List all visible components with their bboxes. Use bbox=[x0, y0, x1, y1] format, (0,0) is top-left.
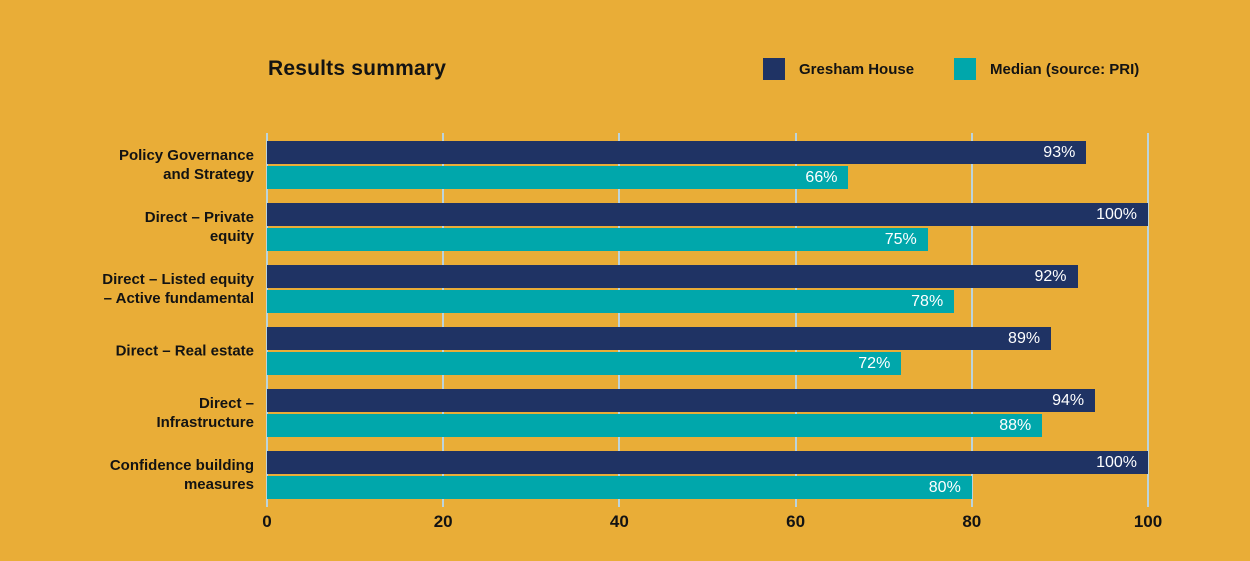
bar-groups: Policy Governance and Strategy 93% 66% Dire… bbox=[102, 141, 1148, 513]
legend-swatch-median bbox=[954, 58, 977, 80]
bar-group-direct-infrastructure: Direct – Infrastructure 94% 88% bbox=[156, 389, 1148, 437]
bar-median-source-pri-direct-infrastructure: 88% bbox=[267, 414, 1043, 437]
bar-median-source-pri-direct-private-equity: 75% bbox=[267, 228, 928, 251]
category-label-direct-real-estate: Direct – Real estate bbox=[115, 342, 254, 360]
bar-gresham-house-direct-real-estate: 89% bbox=[267, 327, 1052, 350]
legend-label-gresham-house: Gresham House bbox=[799, 60, 915, 78]
bar-median-source-pri-direct-listed-equity-active-fundamental: 78% bbox=[267, 290, 955, 313]
bar-group-direct-real-estate: Direct – Real estate 89% 72% bbox=[116, 327, 1148, 375]
legend-item-median: Median (source: PRI) bbox=[954, 58, 1139, 80]
legend-label-median: Median (source: PRI) bbox=[990, 60, 1140, 78]
gridline-x-0 bbox=[266, 133, 268, 507]
category-label-direct-listed-equity-active-fundamental: Direct – Listed equity – Active fundamen… bbox=[102, 271, 254, 307]
category-label-confidence-building-measures: Confidence building measures bbox=[109, 457, 254, 493]
bar-value-label: 100% bbox=[1096, 454, 1137, 471]
legend-item-gresham-house: Gresham House bbox=[763, 58, 914, 80]
bar-value-label: 78% bbox=[911, 293, 944, 310]
bar-value-label: 80% bbox=[928, 479, 961, 496]
bar-gresham-house-policy-governance-and-strategy: 93% bbox=[267, 141, 1087, 164]
bar-value-label: 66% bbox=[805, 169, 838, 186]
category-label-direct-infrastructure: Direct – Infrastructure bbox=[156, 395, 254, 431]
bar-value-label: 89% bbox=[1008, 330, 1041, 347]
bar-gresham-house-direct-infrastructure: 94% bbox=[267, 389, 1096, 412]
bar-value-label: 92% bbox=[1034, 268, 1067, 285]
x-tick-label-80: 80 bbox=[962, 512, 982, 531]
bar-group-policy-governance-and-strategy: Policy Governance and Strategy 93% 66% bbox=[119, 141, 1148, 189]
bar-gresham-house-confidence-building-measures: 100% bbox=[267, 451, 1148, 474]
gridline-x-80 bbox=[970, 133, 973, 507]
bar-median-source-pri-confidence-building-measures: 80% bbox=[267, 476, 972, 499]
bar-median-source-pri-direct-real-estate: 72% bbox=[267, 352, 902, 375]
gridline-x-60 bbox=[794, 133, 797, 507]
plot-area: Policy Governance and Strategy 93% 66% Dire… bbox=[102, 133, 1162, 531]
category-label-policy-governance-and-strategy: Policy Governance and Strategy bbox=[118, 147, 254, 183]
x-tick-label-0: 0 bbox=[262, 512, 272, 531]
legend: Gresham House Median (source: PRI) bbox=[763, 58, 1139, 80]
bar-value-label: 93% bbox=[1043, 144, 1076, 161]
bar-gresham-house-direct-private-equity: 100% bbox=[267, 203, 1148, 226]
bar-value-label: 72% bbox=[858, 355, 891, 372]
gridline-x-20 bbox=[442, 133, 445, 507]
bar-value-label: 94% bbox=[1052, 392, 1085, 409]
x-tick-label-20: 20 bbox=[433, 512, 453, 531]
bar-group-direct-private-equity: Direct – Private equity 100% 75% bbox=[145, 203, 1148, 251]
legend-swatch-gresham-house bbox=[763, 58, 785, 80]
bar-value-label: 100% bbox=[1096, 206, 1137, 223]
bar-group-confidence-building-measures: Confidence building measures 100% 80% bbox=[110, 451, 1148, 499]
gridline-x-40 bbox=[618, 133, 621, 507]
x-tick-label-100: 100 bbox=[1133, 512, 1163, 531]
bar-value-label: 75% bbox=[884, 231, 917, 248]
chart-title: Results summary bbox=[268, 57, 447, 80]
bar-gresham-house-direct-listed-equity-active-fundamental: 92% bbox=[267, 265, 1078, 288]
category-label-direct-private-equity: Direct – Private equity bbox=[144, 209, 254, 245]
bar-group-direct-listed-equity-active-fundamental: Direct – Listed equity – Active fundamen… bbox=[102, 265, 1148, 313]
x-tick-label-40: 40 bbox=[609, 512, 629, 531]
gridline-x-100 bbox=[1147, 133, 1149, 507]
bar-value-label: 88% bbox=[999, 417, 1032, 434]
x-tick-label-60: 60 bbox=[786, 512, 806, 531]
bar-median-source-pri-policy-governance-and-strategy: 66% bbox=[267, 166, 849, 189]
